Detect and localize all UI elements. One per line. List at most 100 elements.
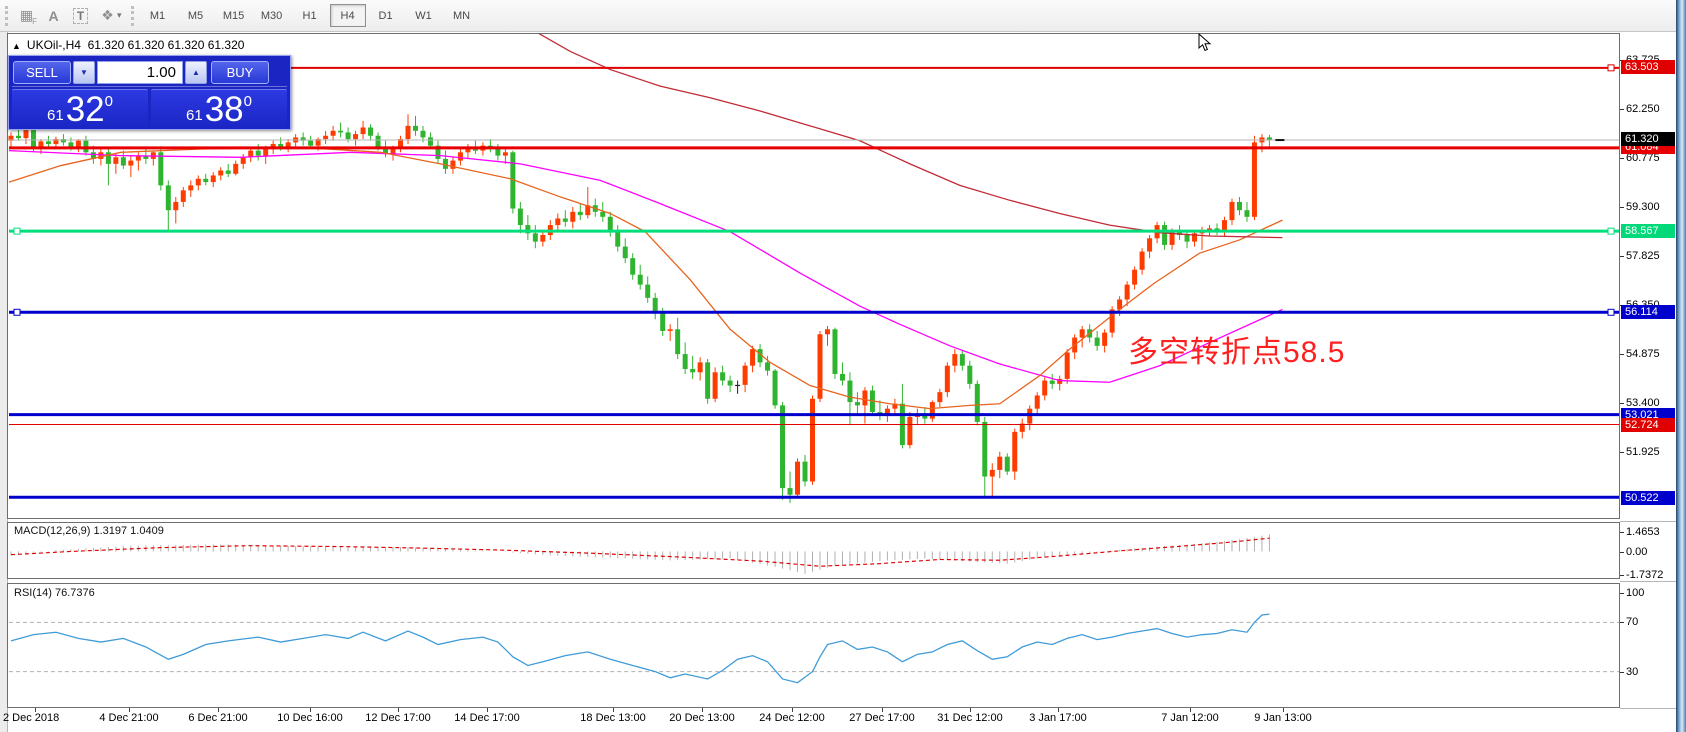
volume-increase-button[interactable]: ▲: [185, 60, 207, 84]
price-tick-mark: [1620, 157, 1624, 159]
chart-title: ▲ UKOil-,H4 61.320 61.320 61.320 61.320: [12, 38, 244, 52]
chevron-down-icon[interactable]: ▾: [117, 10, 122, 20]
candle: [113, 153, 119, 174]
candle: [907, 412, 913, 449]
time-label[interactable]: 20 Dec 13:00: [669, 712, 735, 724]
candle: [1057, 375, 1063, 391]
candle: [293, 134, 299, 148]
candle: [1244, 201, 1250, 222]
time-label[interactable]: 10 Dec 16:00: [277, 712, 343, 724]
macd-label: MACD(12,26,9) 1.3197 1.0409: [14, 525, 164, 537]
candle: [795, 458, 801, 499]
text-tool-icon[interactable]: T: [67, 4, 94, 28]
toolbar: ▦ F A T ❖ ▾ M1 M5 M15 M30 H1 H4 D1 W1 MN: [0, 0, 1686, 32]
timeframe-M1[interactable]: M1: [149, 9, 166, 22]
time-label[interactable]: 24 Dec 12:00: [759, 712, 825, 724]
line-handle[interactable]: [1607, 308, 1615, 316]
macd-pane[interactable]: [7, 522, 1620, 579]
candle: [637, 264, 643, 290]
candle: [158, 148, 164, 191]
sell-button[interactable]: SELL: [13, 60, 71, 84]
time-label[interactable]: 4 Dec 21:00: [99, 712, 159, 724]
line-handle[interactable]: [1607, 227, 1615, 235]
rsi-canvas[interactable]: [8, 584, 1619, 707]
macd-tick-mark: [1620, 574, 1624, 576]
macd-axis-label: 0.00: [1626, 545, 1648, 558]
timeframe-MN[interactable]: MN: [452, 9, 471, 22]
candle: [323, 130, 329, 145]
time-label[interactable]: 2 Dec 2018: [3, 712, 60, 724]
cursor-tool-icon[interactable]: A: [48, 7, 59, 24]
candle: [780, 402, 786, 500]
candle: [173, 196, 179, 224]
shapes-tool-icon[interactable]: ❖: [101, 7, 114, 23]
line-handle[interactable]: [13, 308, 21, 316]
axis-separator: [1620, 521, 1686, 522]
candle: [682, 342, 688, 374]
time-label[interactable]: 14 Dec 17:00: [454, 712, 520, 724]
candle: [742, 362, 748, 393]
price-tick-label: 53.400: [1626, 396, 1660, 409]
price-chart-canvas[interactable]: [8, 34, 1619, 518]
candle: [600, 201, 606, 222]
price-tick-mark: [1620, 304, 1624, 306]
candle: [165, 180, 171, 231]
candle: [757, 344, 763, 368]
mouse-cursor-icon: [1198, 32, 1212, 58]
macd-canvas[interactable]: [8, 523, 1619, 578]
time-label[interactable]: 6 Dec 21:00: [188, 712, 248, 724]
time-label[interactable]: 27 Dec 17:00: [849, 712, 915, 724]
timeframe-group: M1 M5 M15 M30 H1 H4 D1 W1 MN: [139, 4, 481, 27]
toolbar-gripper[interactable]: [5, 5, 8, 26]
ma-orange: [8, 146, 1283, 410]
candle: [690, 355, 696, 379]
timeframe-M5[interactable]: M5: [187, 9, 204, 22]
time-label[interactable]: 31 Dec 12:00: [937, 712, 1003, 724]
volume-input[interactable]: [97, 60, 183, 84]
candle: [802, 455, 808, 487]
candle: [622, 238, 628, 264]
rsi-pane[interactable]: [7, 583, 1620, 708]
price-tag-63.503: 63.503: [1621, 59, 1675, 74]
time-tick-mark: [1058, 708, 1059, 712]
candle: [1094, 330, 1100, 351]
candle: [750, 345, 756, 373]
line-handle[interactable]: [1607, 64, 1615, 72]
buy-price[interactable]: 61 38 0: [151, 89, 287, 129]
rsi-tick-mark: [1620, 672, 1624, 673]
candle: [982, 416, 988, 497]
time-tick-mark: [310, 708, 311, 712]
candle: [1266, 134, 1272, 148]
candle: [1192, 230, 1198, 247]
chart-grid-icon[interactable]: ▦ F: [19, 7, 37, 26]
time-label[interactable]: 18 Dec 13:00: [580, 712, 646, 724]
price-tick-mark: [1620, 402, 1624, 404]
buy-button[interactable]: BUY: [211, 60, 269, 84]
price-tick-mark: [1620, 353, 1624, 355]
timeframe-M15[interactable]: M15: [222, 9, 245, 22]
candle: [517, 201, 523, 234]
candle: [892, 398, 898, 414]
toolbar-gripper-2[interactable]: [130, 5, 134, 26]
candle: [1162, 221, 1168, 250]
collapse-arrow-icon[interactable]: ▲: [12, 41, 21, 51]
candle: [772, 368, 778, 409]
time-label[interactable]: 7 Jan 12:00: [1161, 712, 1219, 724]
timeframe-H1[interactable]: H1: [302, 9, 317, 22]
rsi-axis-label: 30: [1626, 666, 1639, 678]
sell-price[interactable]: 61 32 0: [12, 89, 148, 129]
candle: [442, 150, 448, 174]
candle: [1259, 134, 1265, 153]
timeframe-D1[interactable]: D1: [378, 9, 393, 22]
timeframe-H4[interactable]: H4: [329, 4, 366, 27]
timeframe-W1[interactable]: W1: [415, 9, 432, 22]
time-label[interactable]: 12 Dec 17:00: [365, 712, 431, 724]
candle: [967, 360, 973, 389]
volume-decrease-button[interactable]: ▼: [73, 60, 95, 84]
timeframe-M30[interactable]: M30: [260, 9, 283, 22]
ma-darkred: [538, 34, 1283, 239]
chart-annotation-text: 多空转折点58.5: [1128, 336, 1346, 369]
line-handle[interactable]: [13, 227, 21, 235]
time-label[interactable]: 9 Jan 13:00: [1254, 712, 1312, 724]
time-label[interactable]: 3 Jan 17:00: [1029, 712, 1087, 724]
